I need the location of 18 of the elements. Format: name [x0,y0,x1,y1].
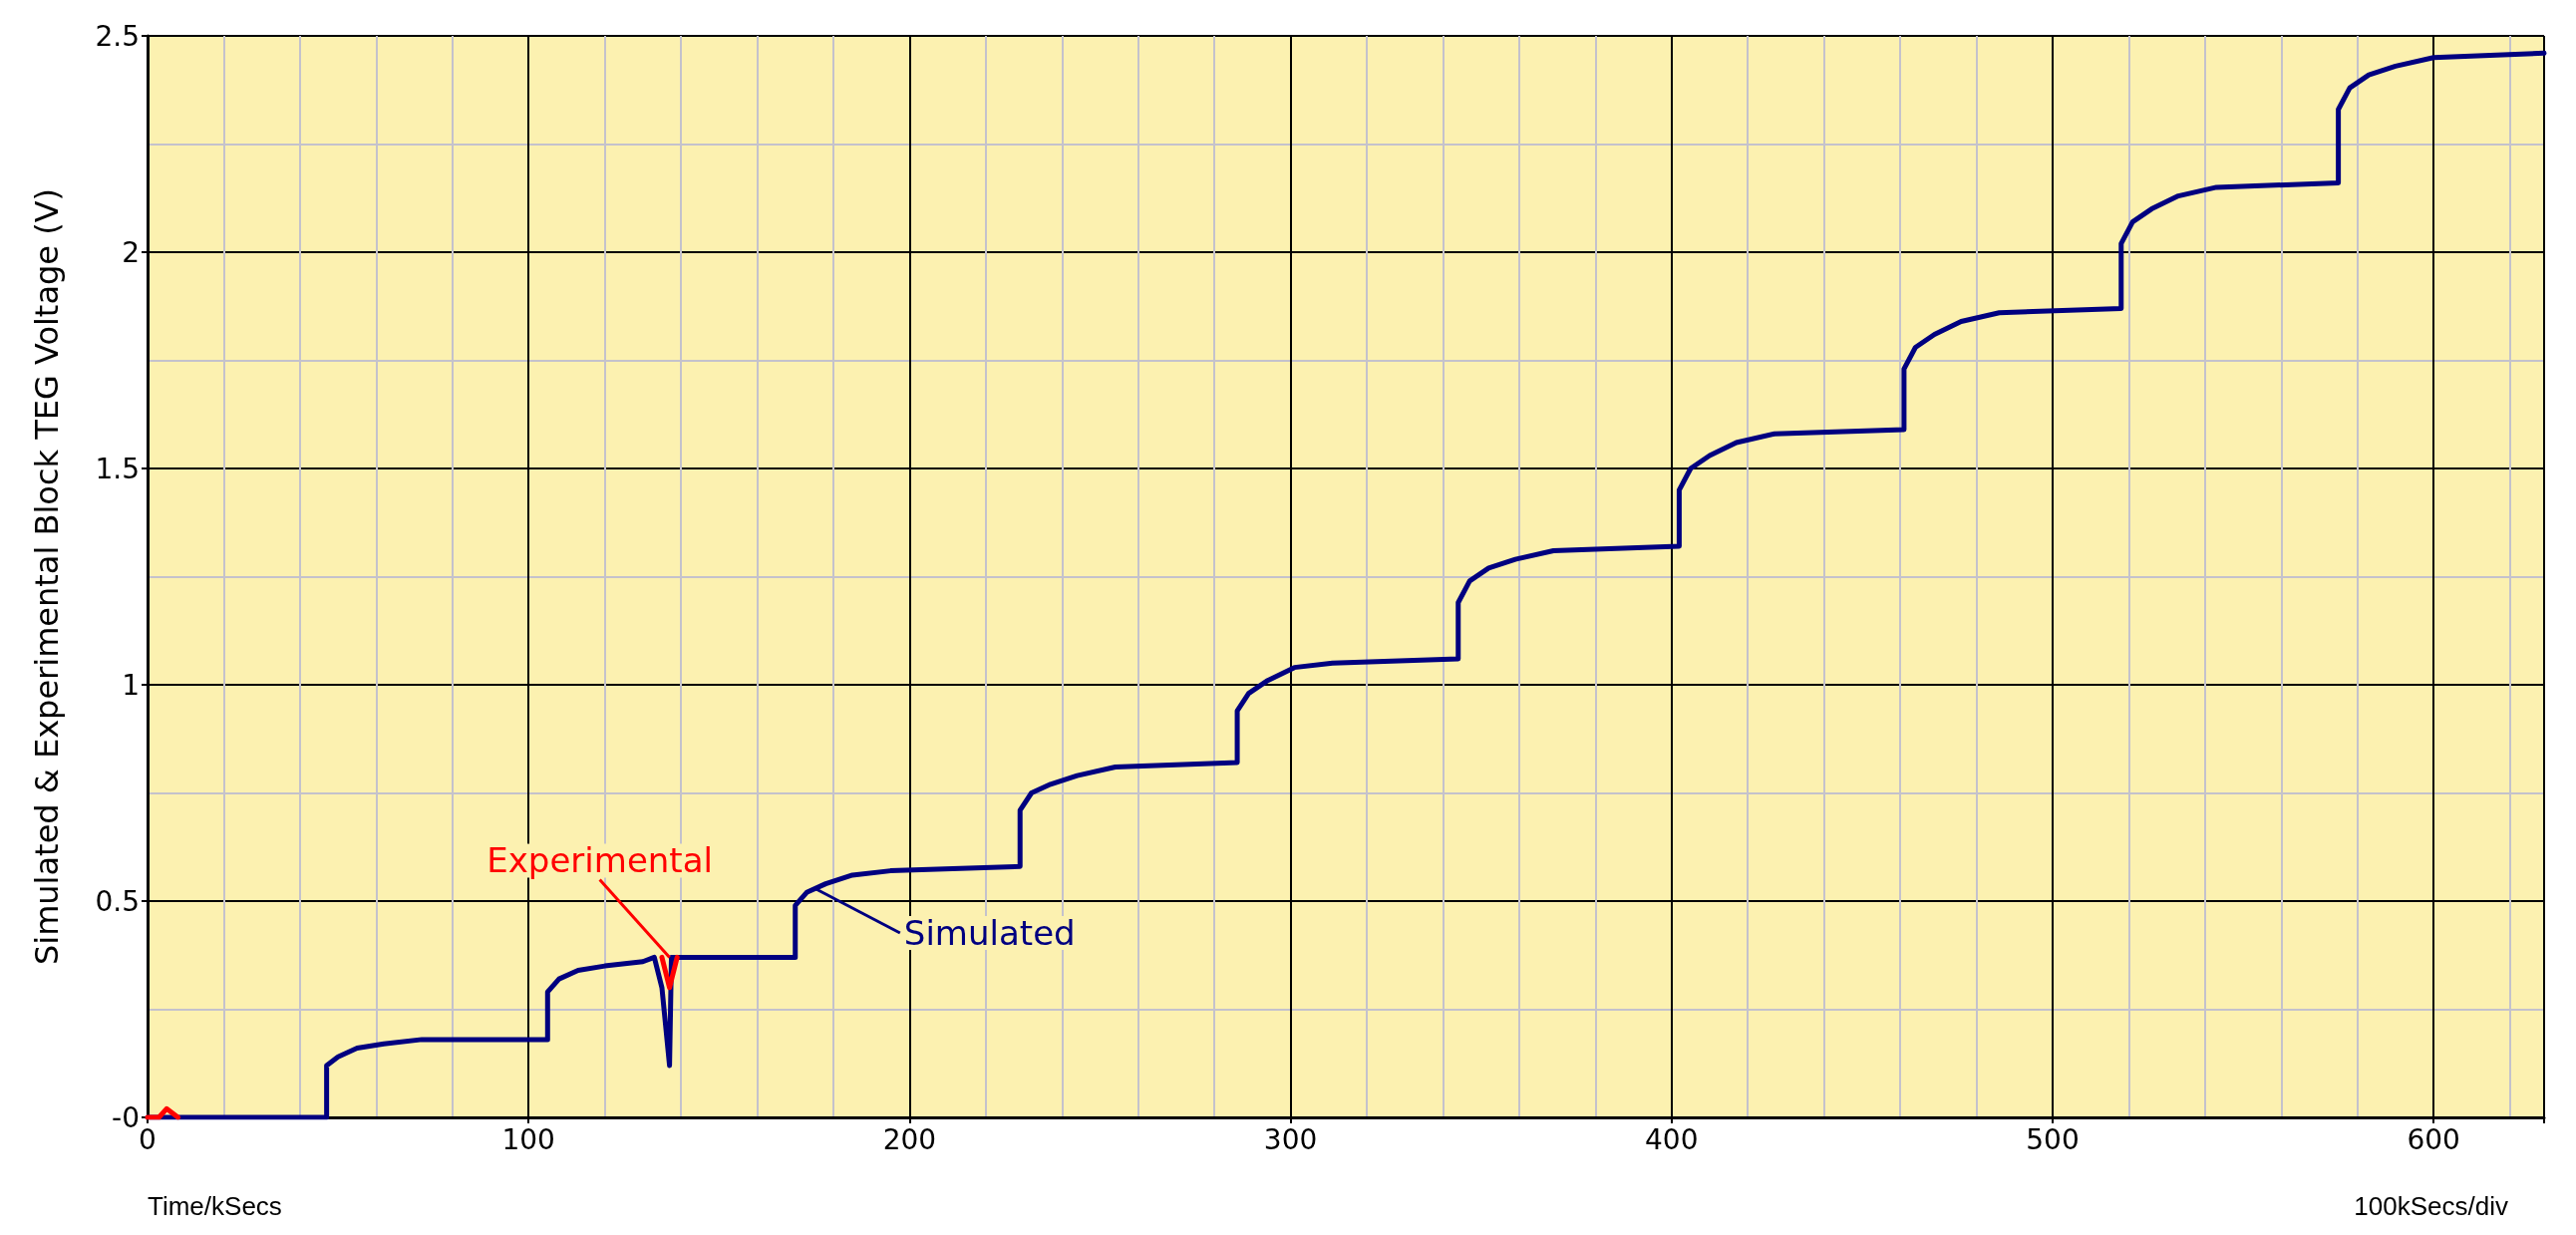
annotation: Experimental [486,840,713,881]
x-tick-label: 100 [501,1122,555,1156]
y-tick-label: 1.5 [95,452,140,485]
x-axis-title: Time/kSecs [148,1191,282,1221]
y-tick-label: 0.5 [95,884,140,918]
y-tick-label: 1 [122,668,140,702]
x-tick-label: 600 [2407,1122,2460,1156]
text: 100kSecs/div [2354,1191,2509,1221]
y-axis-title: Simulated & Experimental Block TEG Voltage (V) [28,187,66,966]
y-tick-label: 2 [122,235,140,269]
annotation: Simulated [903,912,1076,953]
y-tick-label: -0 [112,1100,140,1134]
x-tick-label: 200 [882,1122,937,1156]
x-tick-label: 0 [139,1122,157,1156]
x-tick-label: 500 [2026,1122,2080,1156]
x-tick-label: 300 [1263,1122,1318,1156]
y-tick-label: 2.5 [95,19,140,53]
x-tick-label: 400 [1645,1122,1699,1156]
